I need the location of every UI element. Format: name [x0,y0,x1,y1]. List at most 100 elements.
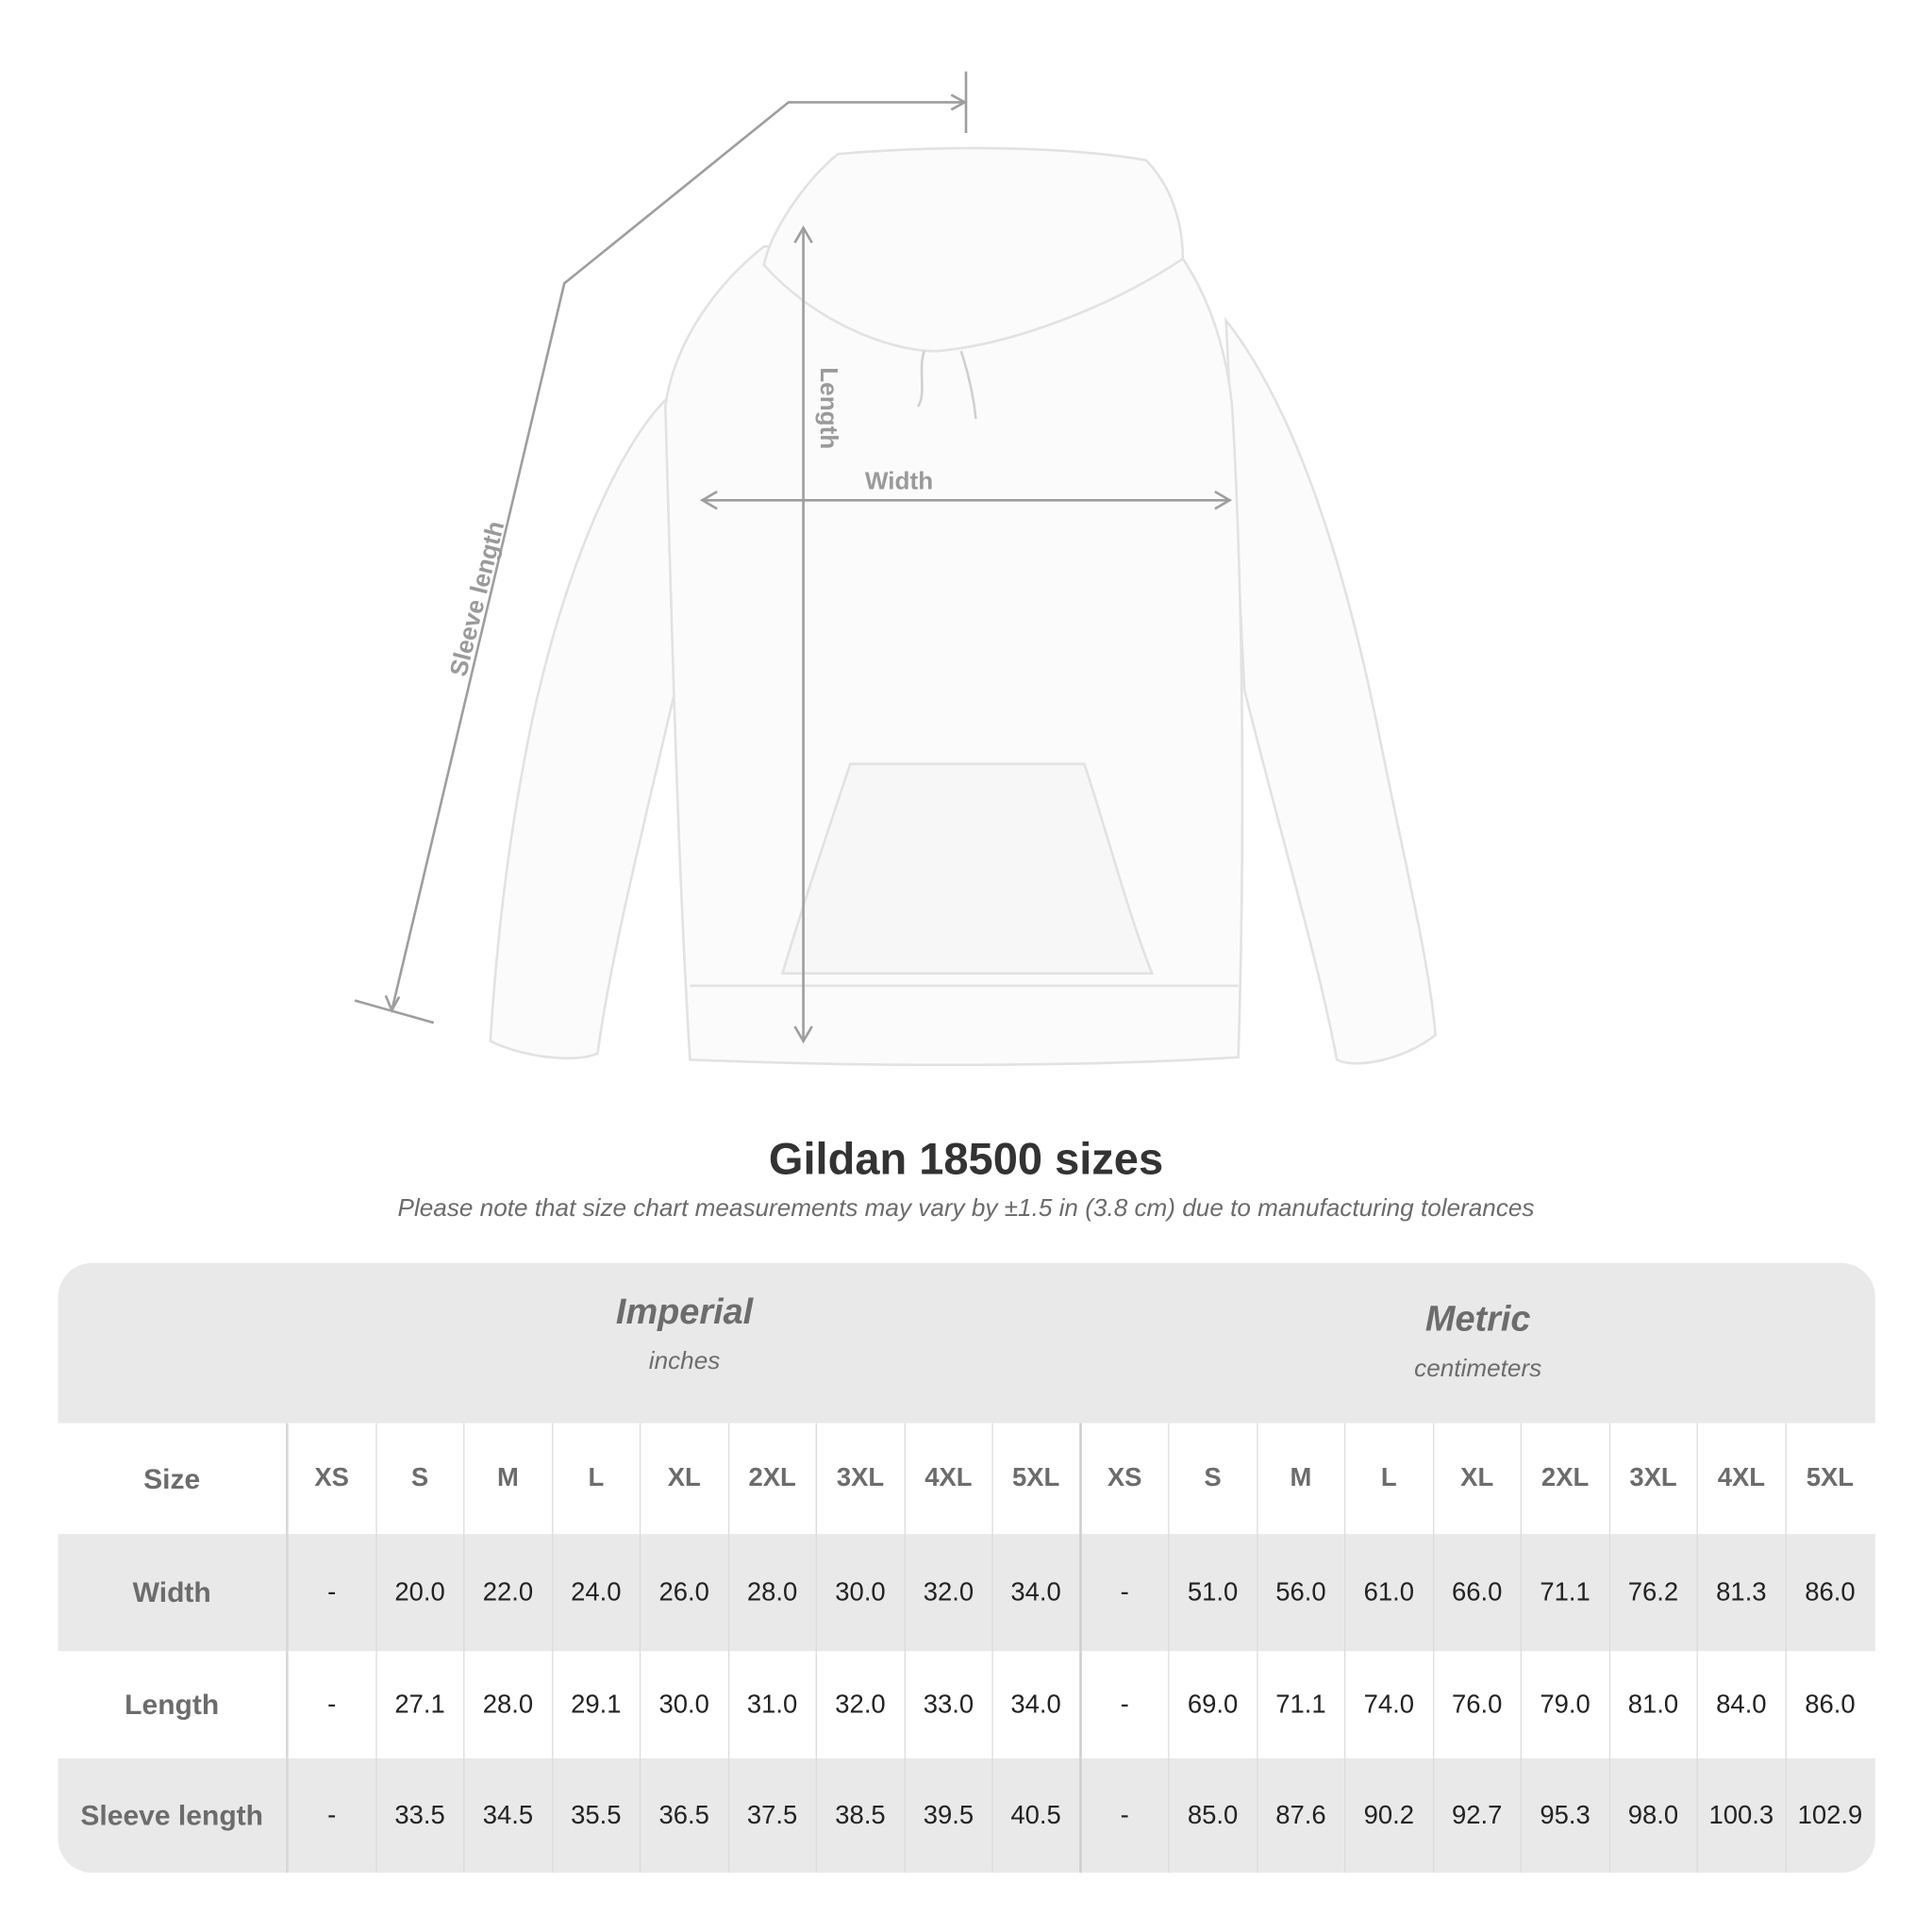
table-row: Sleeve length -33.5 34.5 35.5 36.5 37.5 38.5 39… [58,1757,1875,1874]
table-cell: 86.0 [1805,1577,1856,1607]
table-cell: 74.0 [1345,1651,1434,1758]
imperial-title: Imperial [615,1292,754,1332]
table-cell: 71.1 [1257,1651,1346,1758]
table-cell: 31.0 [729,1651,817,1758]
table-cell: 29.1 [553,1651,641,1758]
size-metric-l: L [1345,1423,1434,1535]
length-label: Length [815,367,843,449]
table-cell: 98.0 [1609,1757,1698,1874]
size-imperial-5xl: 5XL [993,1423,1082,1535]
sleeve-arrowheads [384,93,968,1014]
table-cell: 79.0 [1522,1651,1610,1758]
sleeve-length-label: Sleeve length [443,518,509,679]
hoodie-left-sleeve [489,391,677,1060]
row-label: Width [58,1534,289,1652]
size-metric-2xl: 2XL [1522,1423,1610,1535]
table-header: Imperial inches Metric centimeters [58,1262,1875,1424]
table-cell: - [289,1534,377,1652]
metric-header: Metric centimeters [1080,1300,1874,1384]
table-cell: 69.0 [1170,1651,1257,1758]
metric-unit: centimeters [1414,1355,1542,1383]
size-metric-3xl: 3XL [1609,1423,1698,1535]
hoodie-image [489,146,1437,1067]
table-cell: 35.5 [553,1757,641,1874]
table-cell: 26.0 [641,1534,729,1652]
size-imperial-xs: XS [289,1423,377,1535]
table-cell: 66.0 [1434,1534,1523,1652]
table-cell: 86.0 [1805,1690,1856,1719]
table-cell: 85.0 [1170,1757,1257,1874]
size-imperial-4xl: 4XL [905,1423,993,1535]
table-cell: 90.2 [1345,1757,1434,1874]
table-row: Length -27.1 28.0 29.1 30.0 31.0 32.0 33.0 34.0-… [58,1651,1875,1758]
table-cell: 76.0 [1434,1651,1523,1758]
table-cell: 100.3 [1698,1757,1787,1874]
table-cell: 32.0 [905,1534,993,1652]
table-row: Width -20.0 22.0 24.0 26.0 28.0 30.0 32.0 34.0-5… [58,1534,1875,1652]
table-cell: 51.0 [1170,1534,1257,1652]
tolerance-note: Please note that size chart measurements… [397,1194,1535,1223]
table-cell: 34.5 [464,1757,553,1874]
length-arrow [793,225,813,1044]
table-cell: 95.3 [1522,1757,1610,1874]
table-cell: 32.0 [817,1651,906,1758]
table-cell: 33.5 [376,1757,465,1874]
table-cell: 30.0 [817,1534,906,1652]
size-imperial-3xl: 3XL [817,1423,906,1535]
table-cell: 81.0 [1609,1651,1698,1758]
table-cell: 81.3 [1698,1534,1787,1652]
row-label: Sleeve length [58,1757,289,1874]
row-label: Length [58,1651,289,1758]
table-cell: 56.0 [1257,1534,1346,1652]
table-cell: - [289,1757,377,1874]
table-cell: - [1081,1534,1170,1652]
imperial-unit: inches [648,1347,721,1375]
sleeve-end-tick [354,999,435,1024]
size-metric-xl: XL [1434,1423,1523,1535]
table-cell: 39.5 [905,1757,993,1874]
size-row: Size XS S M L XL 2XL 3XL 4XL 5XL XS S M L XL 2XL 3XL 4XL 5… [58,1423,1875,1535]
table-cell: 37.5 [729,1757,817,1874]
hoodie-right-sleeve [1224,316,1437,1065]
hoodie-hood [762,146,1185,353]
width-arrow [699,491,1233,510]
size-metric-5xl: 5XL [1806,1463,1855,1492]
table-cell: 24.0 [553,1534,641,1652]
hoodie-drawstrings [916,350,977,420]
metric-title: Metric [1424,1299,1531,1340]
size-metric-m: M [1257,1423,1346,1535]
table-cell: 28.0 [729,1534,817,1652]
measurement-lines [354,71,1233,1044]
table-cell: 27.1 [376,1651,465,1758]
size-imperial-2xl: 2XL [729,1423,817,1535]
chart-title: Gildan 18500 sizes [768,1133,1164,1185]
size-imperial-s: S [376,1423,465,1535]
table-cell: 71.1 [1522,1534,1610,1652]
table-cell: 36.5 [641,1757,729,1874]
table-cell: - [1081,1651,1170,1758]
table-cell: 84.0 [1698,1651,1787,1758]
table-cell: - [289,1651,377,1758]
size-imperial-m: M [464,1423,553,1535]
size-metric-4xl: 4XL [1698,1423,1787,1535]
size-imperial-xl: XL [641,1423,729,1535]
table-cell: 30.0 [641,1651,729,1758]
width-label: Width [865,467,933,495]
size-header: Size [58,1423,289,1535]
table-cell: 33.0 [905,1651,993,1758]
size-metric-xs: XS [1081,1423,1170,1535]
table-cell: 34.0 [993,1651,1082,1758]
table-cell: 76.2 [1609,1534,1698,1652]
table-cell: 38.5 [817,1757,906,1874]
size-imperial-l: L [553,1423,641,1535]
size-metric-s: S [1170,1423,1257,1535]
table-cell: - [1081,1757,1170,1874]
table-cell: 92.7 [1434,1757,1523,1874]
table-cell: 61.0 [1345,1534,1434,1652]
hoodie-diagram: Sleeve length Length Width [354,71,1437,1067]
table-cell: 22.0 [464,1534,553,1652]
size-table: Imperial inches Metric centimeters Size X… [58,1262,1875,1874]
table-cell: 40.5 [993,1757,1082,1874]
table-cell: 87.6 [1257,1757,1346,1874]
